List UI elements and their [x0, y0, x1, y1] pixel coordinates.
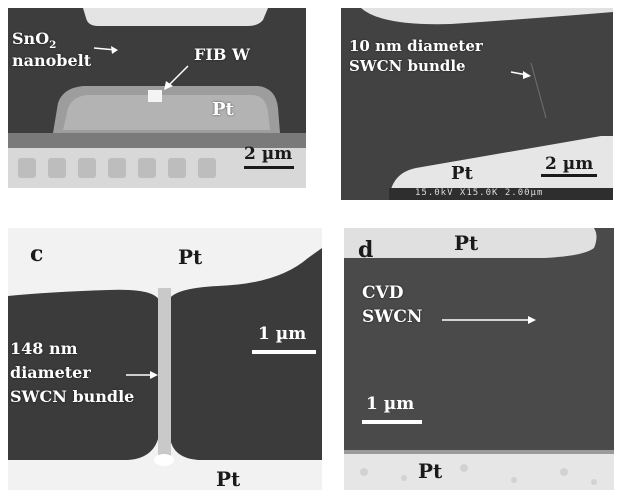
panel-c: c Pt Pt 1 µm 148 nm diameter SWCN bundle — [8, 228, 322, 490]
sem-info-bar: 15.0kV X15.0K 2.00µm — [415, 188, 544, 198]
bundle-148nm-line1: 148 nm — [10, 339, 78, 358]
scale-label-c: 1 µm — [258, 324, 307, 344]
panel-b: 10 nm diameter SWCN bundle Pt 2 µm 15.0k… — [341, 8, 613, 200]
cvd-label-line2: SWCN — [362, 307, 423, 327]
scale-bar-c — [252, 350, 316, 354]
pt-bottom-label-d: Pt — [418, 459, 443, 483]
panel-d-letter: d — [358, 237, 374, 263]
scale-bar-b — [541, 174, 597, 177]
scale-label-d: 1 µm — [366, 394, 415, 414]
nanobelt-label: nanobelt — [12, 51, 92, 70]
panel-a: SnO2 nanobelt FIB W Pt 2 µm — [8, 8, 306, 188]
panel-b-micrograph — [341, 8, 613, 200]
pt-bottom-label-c: Pt — [216, 467, 241, 491]
panel-d-micrograph — [344, 228, 614, 490]
scale-label-a: 2 µm — [244, 144, 293, 164]
pt-top-label-c: Pt — [178, 245, 203, 269]
bundle-10nm-line1: 10 nm diameter — [349, 37, 483, 55]
sno2-label: SnO2 — [12, 29, 57, 52]
fib-w-label: FIB W — [194, 45, 250, 64]
panel-a-micrograph — [8, 8, 306, 188]
bundle-148nm-line2: diameter — [10, 363, 91, 382]
sno2-text: SnO — [12, 29, 50, 48]
pt-label-b: Pt — [451, 163, 473, 184]
scale-bar-a — [244, 166, 294, 169]
bundle-10nm-line2: SWCN bundle — [349, 57, 466, 75]
pt-label-a: Pt — [212, 99, 234, 120]
cvd-label-line1: CVD — [362, 283, 404, 303]
panel-d: d Pt Pt CVD SWCN 1 µm — [344, 228, 614, 490]
bundle-148nm-line3: SWCN bundle — [10, 387, 135, 406]
scale-bar-d — [362, 420, 422, 424]
panel-c-letter: c — [30, 241, 44, 267]
sno2-subscript: 2 — [49, 39, 57, 52]
pt-top-label-d: Pt — [454, 231, 479, 255]
panel-c-micrograph — [8, 228, 322, 490]
scale-label-b: 2 µm — [545, 154, 594, 174]
